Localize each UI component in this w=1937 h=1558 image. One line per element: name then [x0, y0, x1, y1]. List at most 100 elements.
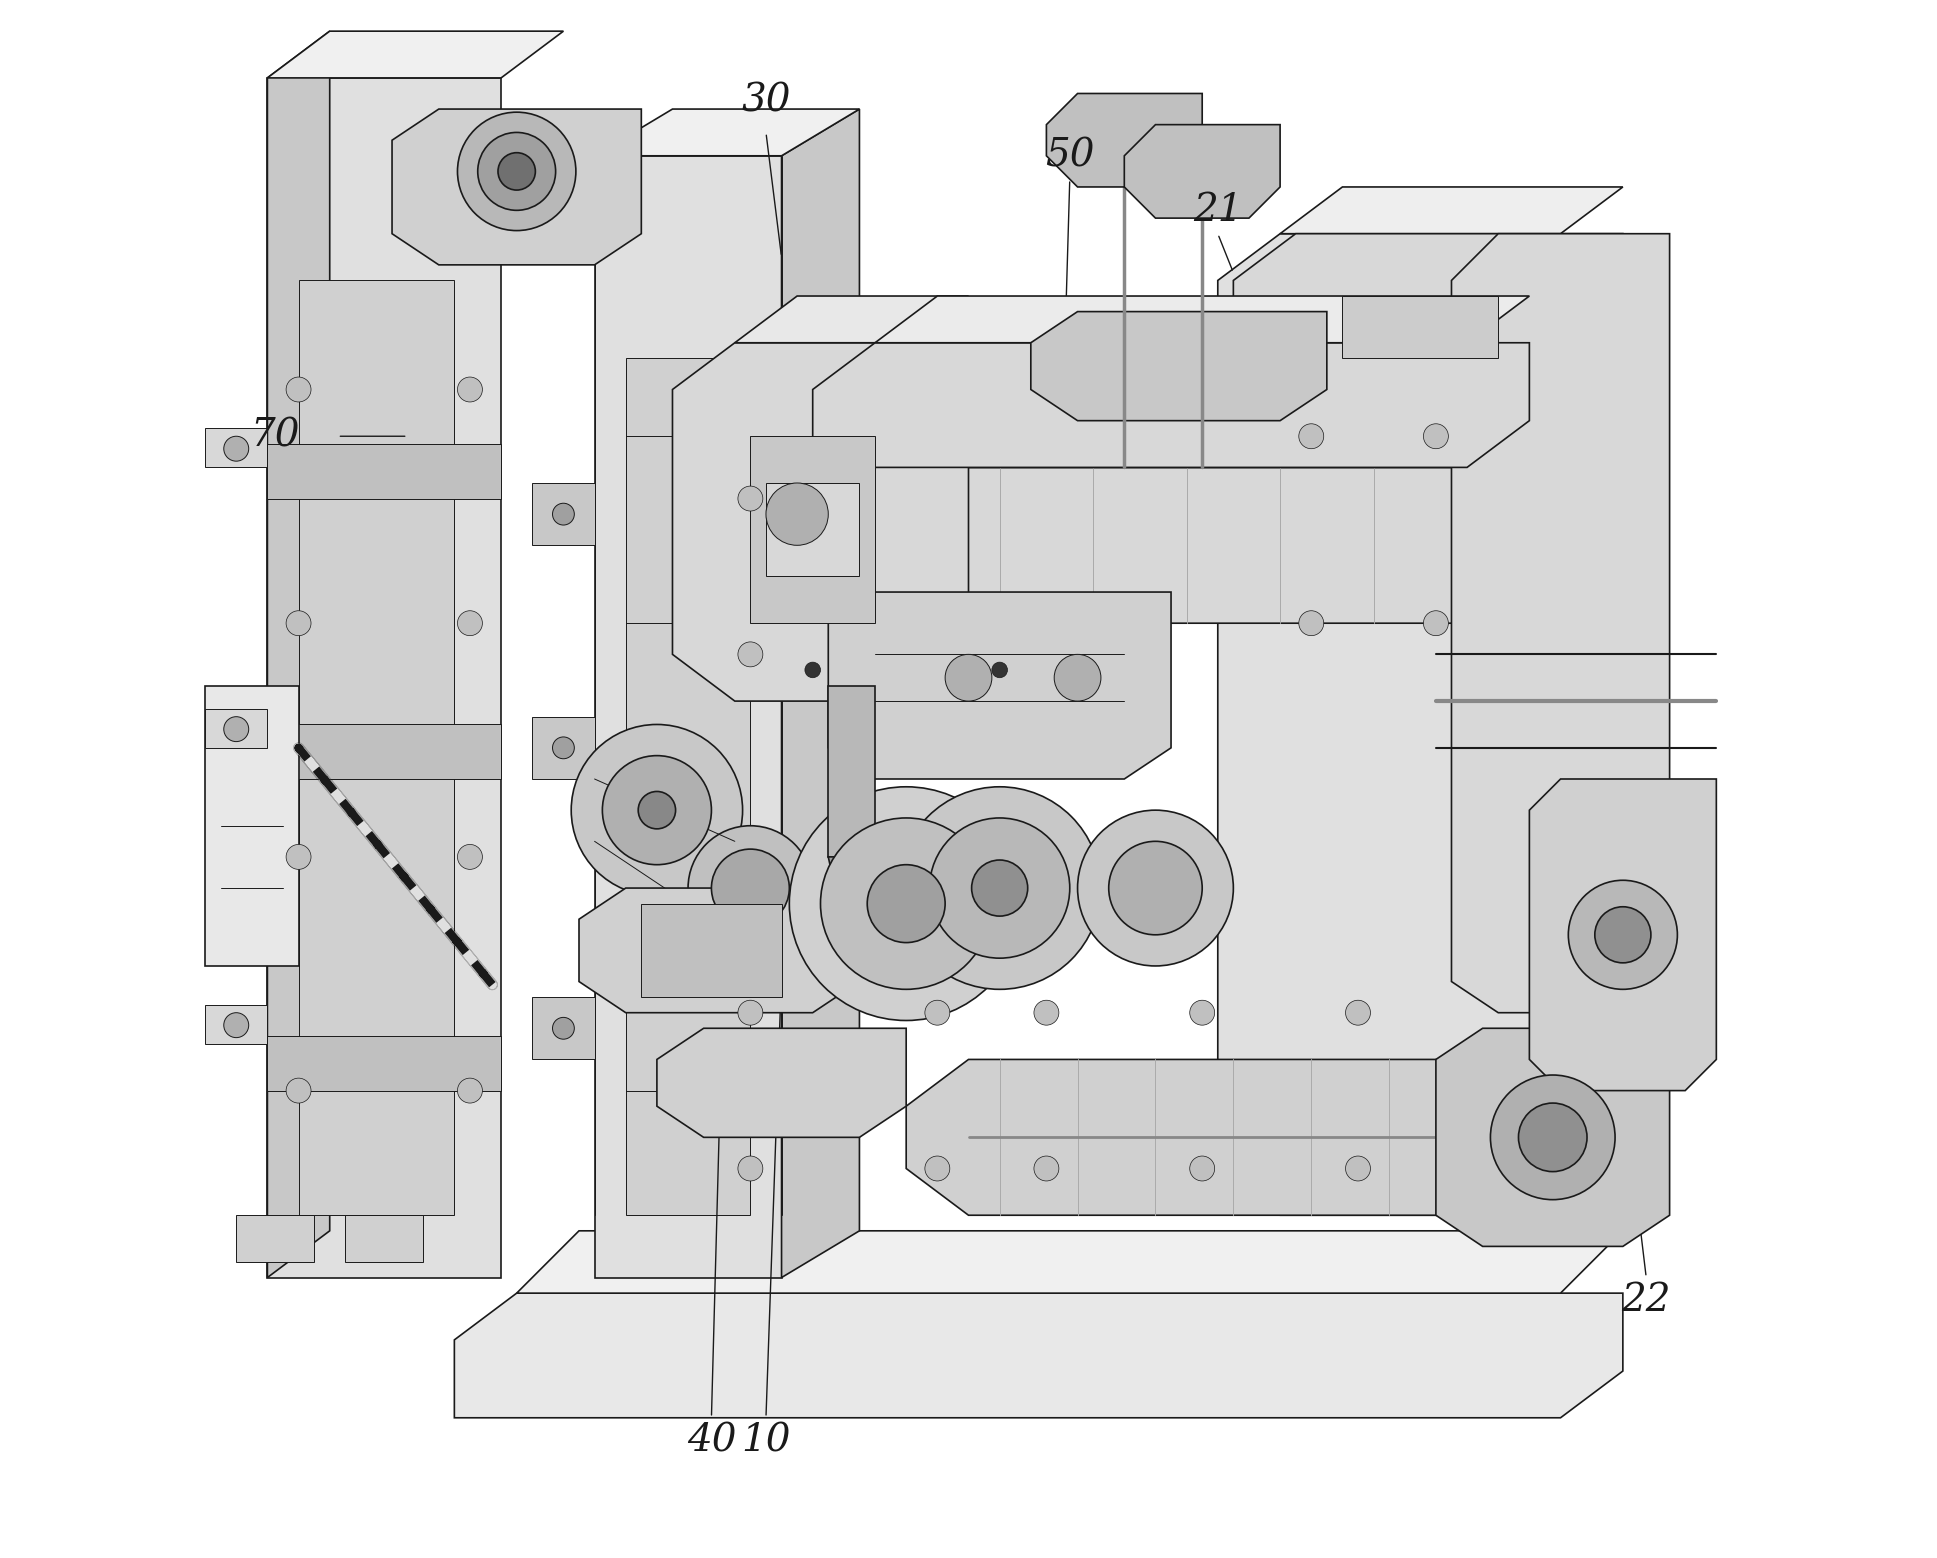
- Polygon shape: [781, 109, 860, 1278]
- Polygon shape: [267, 78, 502, 1278]
- Circle shape: [1077, 810, 1234, 966]
- Circle shape: [1594, 907, 1650, 963]
- Circle shape: [637, 791, 676, 829]
- Polygon shape: [734, 296, 968, 343]
- Bar: [1342, 296, 1497, 358]
- Circle shape: [738, 1000, 763, 1025]
- Polygon shape: [455, 1293, 1623, 1418]
- Polygon shape: [1046, 93, 1203, 187]
- Polygon shape: [1030, 312, 1327, 421]
- Circle shape: [790, 787, 1023, 1020]
- Circle shape: [738, 642, 763, 667]
- Polygon shape: [595, 109, 860, 156]
- Polygon shape: [1451, 234, 1670, 1013]
- Circle shape: [457, 377, 482, 402]
- Circle shape: [287, 611, 312, 636]
- Circle shape: [1054, 654, 1100, 701]
- Circle shape: [711, 849, 790, 927]
- Circle shape: [1569, 880, 1677, 989]
- Text: 70: 70: [250, 418, 300, 455]
- Polygon shape: [814, 343, 1530, 467]
- Polygon shape: [533, 717, 595, 779]
- Text: 22: 22: [1621, 1282, 1672, 1320]
- Circle shape: [688, 826, 814, 950]
- Polygon shape: [672, 343, 968, 701]
- Bar: [641, 904, 781, 997]
- Circle shape: [924, 1156, 949, 1181]
- Circle shape: [868, 865, 945, 943]
- Circle shape: [738, 1156, 763, 1181]
- Bar: [765, 483, 860, 576]
- Polygon shape: [657, 1028, 907, 1137]
- Polygon shape: [829, 857, 876, 966]
- Text: 21: 21: [1193, 192, 1242, 229]
- Circle shape: [1189, 1000, 1214, 1025]
- Circle shape: [498, 153, 535, 190]
- Polygon shape: [829, 686, 876, 857]
- Circle shape: [765, 483, 829, 545]
- Circle shape: [924, 1000, 949, 1025]
- Circle shape: [602, 756, 711, 865]
- Bar: [502, 210, 556, 249]
- Circle shape: [571, 724, 742, 896]
- Bar: [345, 1215, 422, 1262]
- Circle shape: [945, 654, 992, 701]
- Polygon shape: [205, 686, 298, 966]
- Circle shape: [552, 503, 575, 525]
- Polygon shape: [579, 888, 860, 1013]
- Circle shape: [478, 132, 556, 210]
- Bar: [750, 436, 876, 623]
- Circle shape: [1424, 611, 1449, 636]
- Polygon shape: [1530, 779, 1716, 1091]
- Polygon shape: [267, 444, 502, 499]
- Circle shape: [225, 717, 248, 742]
- Polygon shape: [1234, 234, 1623, 436]
- Text: 40: 40: [688, 1422, 736, 1460]
- Text: 30: 30: [742, 83, 790, 120]
- Circle shape: [457, 611, 482, 636]
- Bar: [236, 1215, 314, 1262]
- Circle shape: [1346, 1000, 1371, 1025]
- Polygon shape: [267, 724, 502, 779]
- Circle shape: [1300, 611, 1323, 636]
- Circle shape: [287, 844, 312, 869]
- Circle shape: [552, 1017, 575, 1039]
- Polygon shape: [533, 483, 595, 545]
- Circle shape: [899, 787, 1100, 989]
- Polygon shape: [1123, 125, 1280, 218]
- Circle shape: [1490, 1075, 1615, 1200]
- Polygon shape: [517, 1231, 1623, 1293]
- Circle shape: [552, 737, 575, 759]
- Circle shape: [457, 844, 482, 869]
- Polygon shape: [1218, 234, 1623, 1215]
- Polygon shape: [267, 31, 329, 1278]
- Polygon shape: [1435, 1028, 1670, 1246]
- Circle shape: [738, 486, 763, 511]
- Circle shape: [1519, 1103, 1586, 1172]
- Circle shape: [1034, 1156, 1060, 1181]
- Bar: [205, 1005, 267, 1044]
- Circle shape: [287, 377, 312, 402]
- Polygon shape: [533, 997, 595, 1059]
- Circle shape: [1424, 424, 1449, 449]
- Polygon shape: [391, 109, 641, 265]
- Circle shape: [1034, 1000, 1060, 1025]
- Circle shape: [806, 662, 821, 678]
- Circle shape: [287, 1078, 312, 1103]
- Circle shape: [225, 1013, 248, 1038]
- Polygon shape: [595, 156, 781, 1278]
- Circle shape: [225, 436, 248, 461]
- Circle shape: [457, 1078, 482, 1103]
- Circle shape: [1189, 1156, 1214, 1181]
- Polygon shape: [267, 1036, 502, 1091]
- Bar: [502, 117, 556, 156]
- Circle shape: [972, 860, 1029, 916]
- Polygon shape: [907, 1059, 1561, 1215]
- Polygon shape: [734, 467, 1515, 623]
- Circle shape: [1300, 424, 1323, 449]
- Circle shape: [1108, 841, 1203, 935]
- Polygon shape: [781, 421, 1515, 467]
- Circle shape: [992, 662, 1007, 678]
- Circle shape: [930, 818, 1069, 958]
- Circle shape: [457, 112, 575, 231]
